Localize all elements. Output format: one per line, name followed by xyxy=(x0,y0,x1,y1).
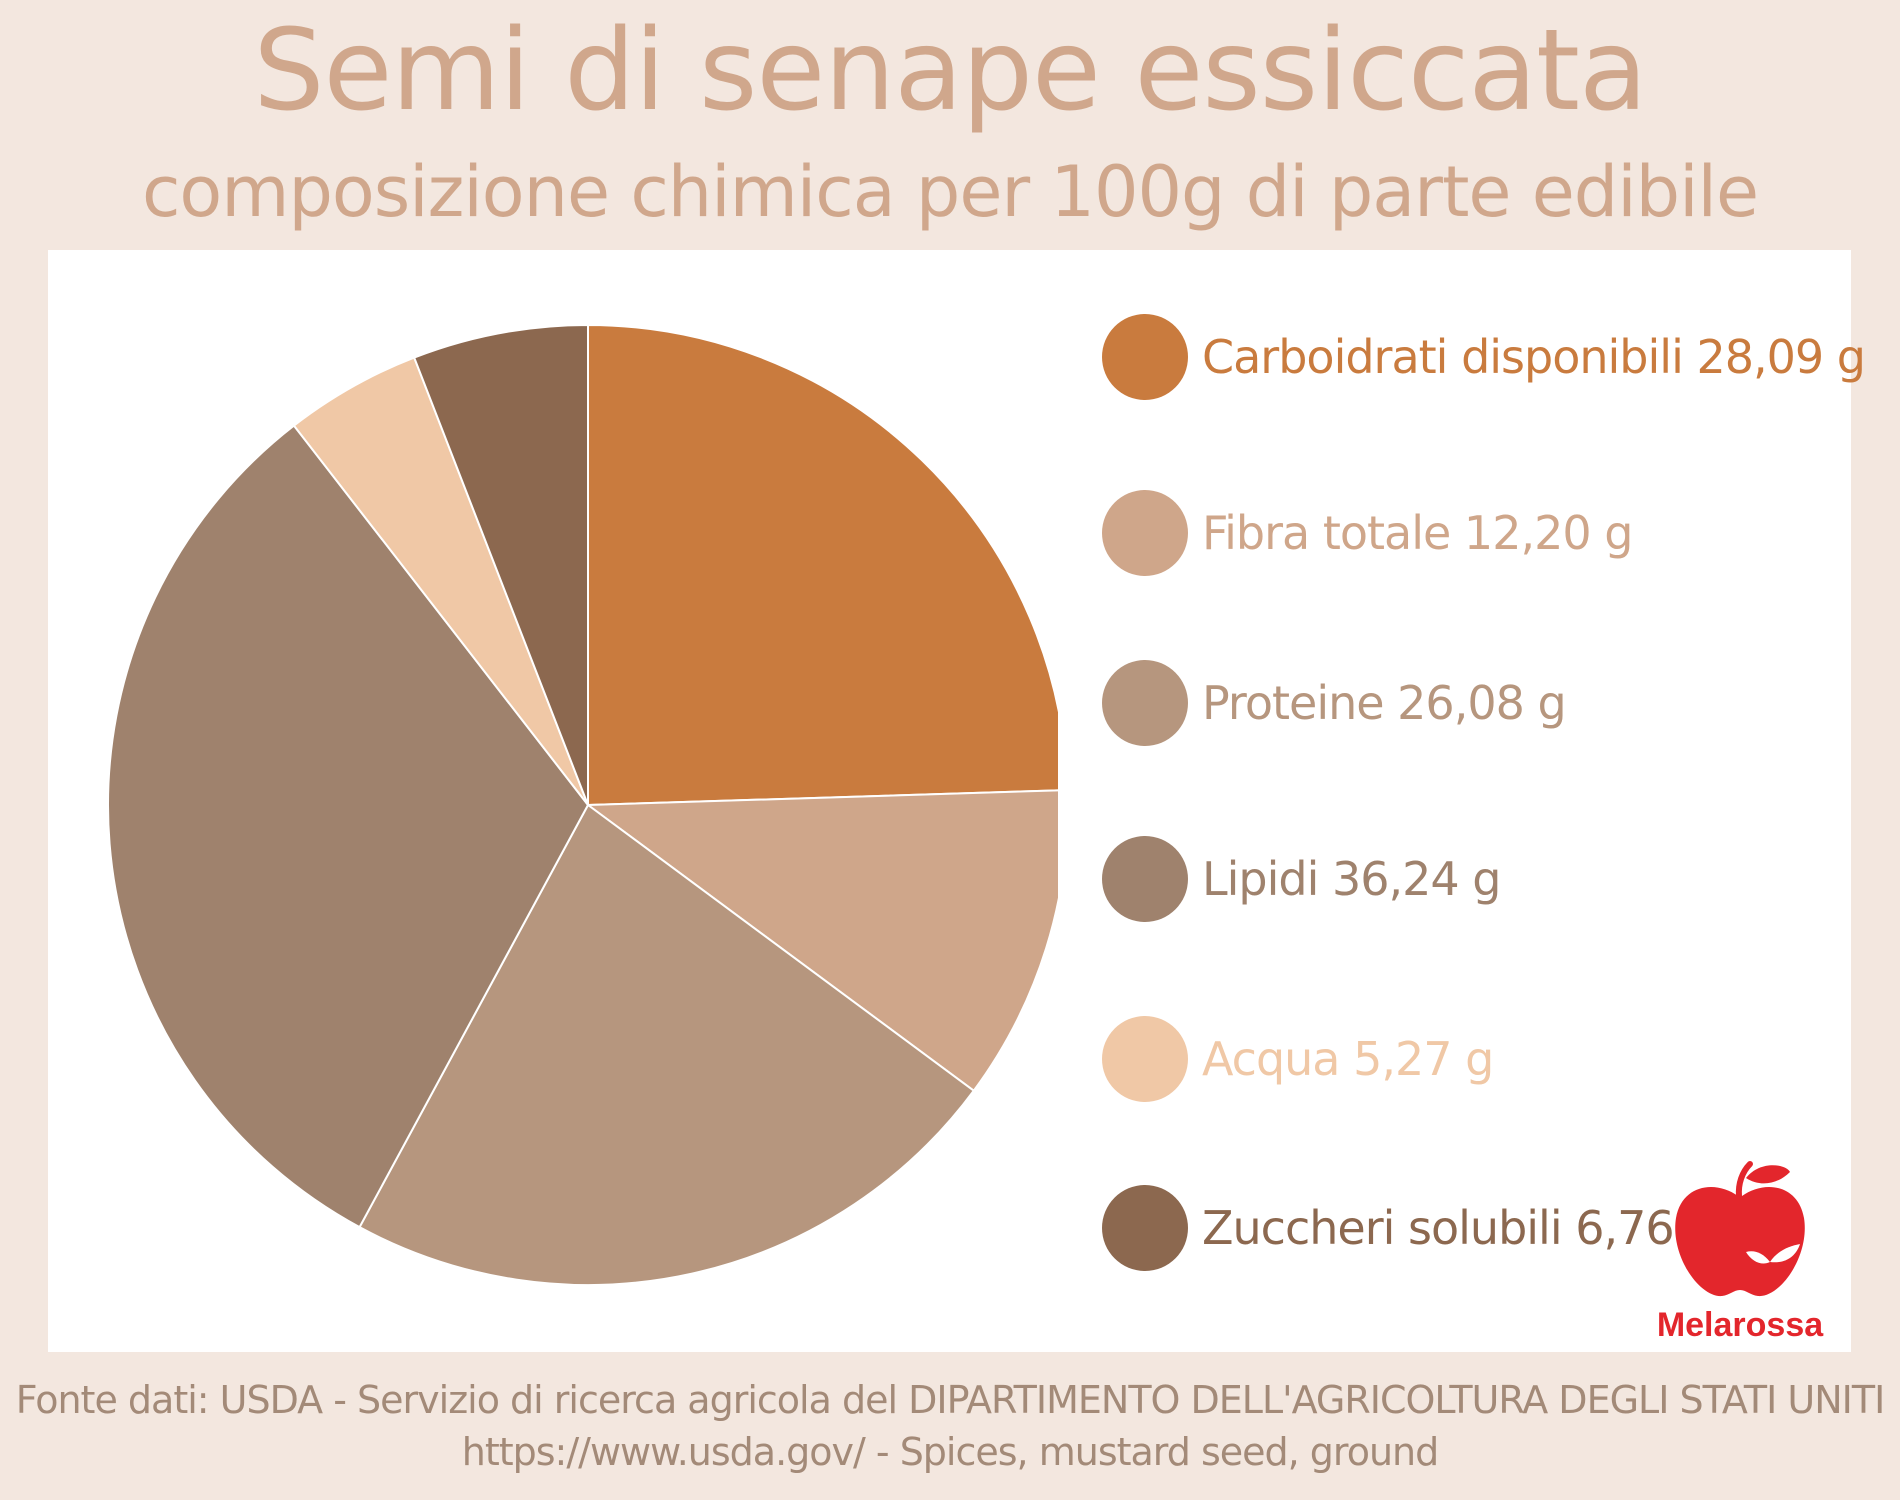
chart-subtitle: composizione chimica per 100g di parte e… xyxy=(141,151,1759,233)
legend-item-proteine: Proteine 26,08 g xyxy=(1102,660,1842,746)
legend-swatch xyxy=(1102,660,1188,746)
legend-label: Proteine 26,08 g xyxy=(1202,676,1567,730)
legend-swatch xyxy=(1102,1016,1188,1102)
pie-slice-lipidi xyxy=(107,424,590,1229)
legend-label: Carboidrati disponibili 28,09 g xyxy=(1202,330,1866,384)
legend-swatch xyxy=(1102,1185,1188,1271)
apple-icon xyxy=(1675,1161,1805,1297)
legend-item-lipidi: Lipidi 36,24 g xyxy=(1102,836,1842,922)
legend-label: Zuccheri solubili 6,76 g xyxy=(1202,1201,1716,1255)
source-url-line[interactable]: https://www.usda.gov/ - Spices, mustard … xyxy=(461,1430,1440,1474)
legend-item-carboidrati: Carboidrati disponibili 28,09 g xyxy=(1102,314,1866,400)
legend-item-zuccheri: Zuccheri solubili 6,76 g xyxy=(1102,1185,1842,1271)
melarossa-logo[interactable]: Melarossa xyxy=(1620,1158,1860,1348)
chart-title: Semi di senape essiccata xyxy=(253,6,1647,136)
legend-swatch xyxy=(1102,314,1188,400)
legend-swatch xyxy=(1102,490,1188,576)
logo-text: Melarossa xyxy=(1656,1306,1824,1344)
pie-slice-proteine xyxy=(358,803,976,1286)
source-line: Fonte dati: USDA - Servizio di ricerca a… xyxy=(15,1378,1886,1422)
legend-item-acqua: Acqua 5,27 g xyxy=(1102,1016,1842,1102)
legend-label: Fibra totale 12,20 g xyxy=(1202,506,1633,560)
pie-slice-carboidrati-disponibili xyxy=(587,323,1058,807)
legend-label: Lipidi 36,24 g xyxy=(1202,852,1501,906)
legend-swatch xyxy=(1102,836,1188,922)
pie-slice-fibra-totale xyxy=(585,789,1058,1093)
chart-panel: Carboidrati disponibili 28,09 g Fibra to… xyxy=(48,250,1866,1352)
legend-item-fibra: Fibra totale 12,20 g xyxy=(1102,490,1842,576)
pie-chart xyxy=(107,323,1058,1286)
pie-slice-zuccheri-solubili xyxy=(412,323,589,806)
legend-label: Acqua 5,27 g xyxy=(1202,1032,1494,1086)
